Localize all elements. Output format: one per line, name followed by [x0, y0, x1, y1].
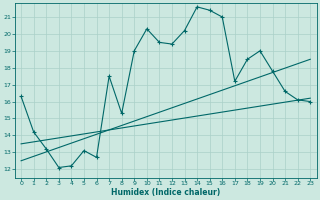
X-axis label: Humidex (Indice chaleur): Humidex (Indice chaleur): [111, 188, 220, 197]
